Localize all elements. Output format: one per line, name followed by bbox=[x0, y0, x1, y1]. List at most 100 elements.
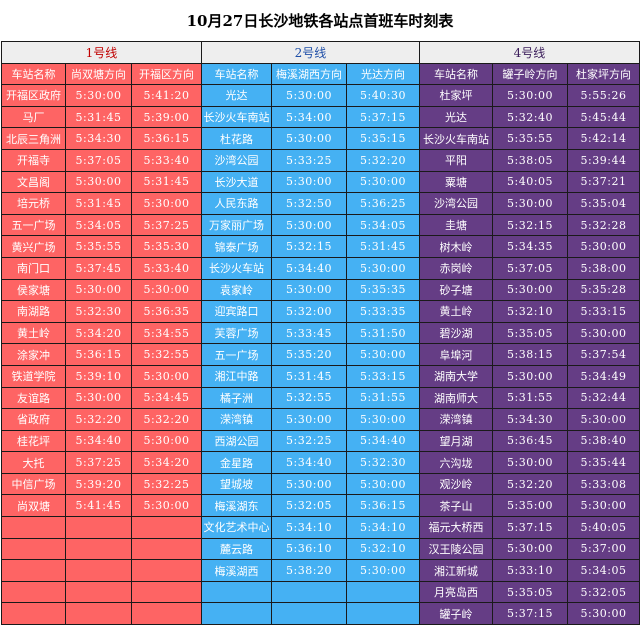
station-name: 橘子洲 bbox=[201, 386, 272, 410]
first-train-time: 5:33:08 bbox=[567, 472, 640, 496]
table-row: 文昌阁 5:30:00 5:31:45 长沙大道 5:30:00 5:30:00 粟塘 5:4… bbox=[1, 170, 640, 194]
first-train-time: 5:38:40 bbox=[567, 429, 640, 453]
first-train-time: 5:37:15 bbox=[346, 105, 420, 129]
first-train-time: 5:37:05 bbox=[65, 148, 132, 172]
first-train-time: 5:30:00 bbox=[346, 170, 420, 194]
first-train-time: 5:30:00 bbox=[492, 451, 568, 474]
first-train-time: 5:32:25 bbox=[271, 429, 347, 453]
first-train-time: 5:35:28 bbox=[567, 278, 640, 302]
station-name: 梅溪湖西 bbox=[201, 559, 272, 582]
station-name: 沙湾公园 bbox=[419, 192, 493, 215]
station-name: 北辰三角洲 bbox=[1, 127, 66, 150]
first-train-time: 5:30:00 bbox=[65, 278, 132, 302]
first-train-time: 5:37:25 bbox=[131, 213, 202, 237]
station-name: 溁湾镇 bbox=[419, 408, 493, 431]
table-row: 桂花坪 5:34:40 5:30:00 西湖公园 5:32:25 5:34:40 望月湖 5:… bbox=[1, 429, 640, 453]
first-train-time: 5:41:45 bbox=[65, 494, 132, 518]
table-row: 开福寺 5:37:05 5:33:40 沙湾公园 5:33:25 5:32:20 平阳 5:3… bbox=[1, 148, 640, 172]
column-header: 罐子岭方向 bbox=[492, 62, 568, 86]
station-name: 大托 bbox=[1, 451, 66, 474]
first-train-time: 5:30:00 bbox=[567, 235, 640, 258]
station-name: 黄兴广场 bbox=[1, 235, 66, 258]
column-header: 杜家坪方向 bbox=[567, 62, 640, 86]
station-name: 罐子岭 bbox=[419, 602, 493, 625]
first-train-time bbox=[346, 602, 420, 625]
first-train-time: 5:39:00 bbox=[131, 105, 202, 129]
table-row: 省政府 5:32:20 5:32:20 溁湾镇 5:30:00 5:30:00 溁湾镇 5:3… bbox=[1, 408, 640, 431]
station-name: 尚双塘 bbox=[1, 494, 66, 518]
station-name bbox=[1, 580, 66, 604]
table-row: 尚双塘 5:41:45 5:30:00 梅溪湖东 5:32:05 5:36:15 茶子山 5:… bbox=[1, 494, 640, 518]
station-name: 长沙大道 bbox=[201, 170, 272, 194]
first-train-time: 5:32:20 bbox=[65, 408, 132, 431]
first-train-time bbox=[131, 580, 202, 604]
table-row: 北辰三角洲 5:34:30 5:36:15 杜花路 5:30:00 5:35:15 长沙火车… bbox=[1, 127, 640, 150]
timetable: 1号线 2号线 4号线 车站名称 尚双塘方向 开福区方向 车站名称 梅溪湖西方向… bbox=[1, 41, 640, 625]
station-name: 湖南大学 bbox=[419, 364, 493, 388]
first-train-time: 5:30:00 bbox=[131, 192, 202, 215]
station-name: 侯家塘 bbox=[1, 278, 66, 302]
first-train-time: 5:31:50 bbox=[346, 321, 420, 345]
station-name: 五一广场 bbox=[1, 213, 66, 237]
station-name: 碧沙湖 bbox=[419, 321, 493, 345]
station-name: 粟塘 bbox=[419, 170, 493, 194]
line4-title: 4号线 bbox=[419, 41, 640, 64]
station-name: 赤岗岭 bbox=[419, 256, 493, 280]
table-row: 大托 5:37:25 5:34:20 金星路 5:34:40 5:32:30 六沟垅 5:30… bbox=[1, 451, 640, 474]
first-train-time: 5:30:00 bbox=[567, 602, 640, 625]
first-train-time: 5:33:35 bbox=[346, 300, 420, 323]
first-train-time: 5:31:45 bbox=[346, 235, 420, 258]
first-train-time: 5:35:30 bbox=[131, 235, 202, 258]
first-train-time: 5:38:00 bbox=[567, 256, 640, 280]
station-name: 杜家坪 bbox=[419, 84, 493, 107]
station-name: 铁道学院 bbox=[1, 364, 66, 388]
first-train-time: 5:32:10 bbox=[346, 537, 420, 561]
station-name: 光达 bbox=[419, 105, 493, 129]
first-train-time: 5:31:55 bbox=[492, 386, 568, 410]
first-train-time: 5:30:00 bbox=[131, 364, 202, 388]
first-train-time: 5:34:20 bbox=[65, 321, 132, 345]
first-train-time bbox=[271, 602, 347, 625]
first-train-time: 5:32:05 bbox=[567, 580, 640, 604]
station-name: 金星路 bbox=[201, 451, 272, 474]
first-train-time: 5:35:35 bbox=[346, 278, 420, 302]
station-name: 万家丽广场 bbox=[201, 213, 272, 237]
first-train-time: 5:37:45 bbox=[65, 256, 132, 280]
first-train-time: 5:30:00 bbox=[131, 494, 202, 518]
first-train-time: 5:35:55 bbox=[492, 127, 568, 150]
first-train-time: 5:30:00 bbox=[346, 343, 420, 366]
station-name: 南门口 bbox=[1, 256, 66, 280]
first-train-time: 5:32:30 bbox=[65, 300, 132, 323]
first-train-time: 5:30:00 bbox=[492, 84, 568, 107]
station-name: 砂子塘 bbox=[419, 278, 493, 302]
column-header: 开福区方向 bbox=[131, 62, 202, 86]
first-train-time: 5:32:55 bbox=[271, 386, 347, 410]
station-name: 培元桥 bbox=[1, 192, 66, 215]
first-train-time: 5:33:10 bbox=[492, 559, 568, 582]
first-train-time: 5:38:05 bbox=[492, 148, 568, 172]
first-train-time: 5:33:15 bbox=[346, 364, 420, 388]
first-train-time: 5:40:30 bbox=[346, 84, 420, 107]
first-train-time: 5:31:45 bbox=[271, 364, 347, 388]
station-name: 文化艺术中心 bbox=[201, 516, 272, 539]
first-train-time: 5:34:55 bbox=[131, 321, 202, 345]
first-train-time: 5:31:55 bbox=[346, 386, 420, 410]
station-name: 黄土岭 bbox=[419, 300, 493, 323]
station-name: 友谊路 bbox=[1, 386, 66, 410]
station-name: 省政府 bbox=[1, 408, 66, 431]
station-name: 长沙火车站 bbox=[201, 256, 272, 280]
first-train-time: 5:45:44 bbox=[567, 105, 640, 129]
column-header: 车站名称 bbox=[419, 62, 493, 86]
first-train-time: 5:37:05 bbox=[492, 256, 568, 280]
first-train-time: 5:34:40 bbox=[271, 256, 347, 280]
station-name: 沙湾公园 bbox=[201, 148, 272, 172]
first-train-time: 5:30:00 bbox=[346, 472, 420, 496]
page-title: 10月27日长沙地铁各站点首班车时刻表 bbox=[186, 12, 454, 30]
station-name: 湖南师大 bbox=[419, 386, 493, 410]
first-train-time: 5:36:10 bbox=[271, 537, 347, 561]
first-train-time: 5:30:00 bbox=[567, 321, 640, 345]
station-name bbox=[1, 559, 66, 582]
first-train-time: 5:30:00 bbox=[131, 429, 202, 453]
table-row: 月亮岛西 5:35:05 5:32:05 bbox=[1, 580, 640, 604]
first-train-time: 5:30:00 bbox=[271, 84, 347, 107]
